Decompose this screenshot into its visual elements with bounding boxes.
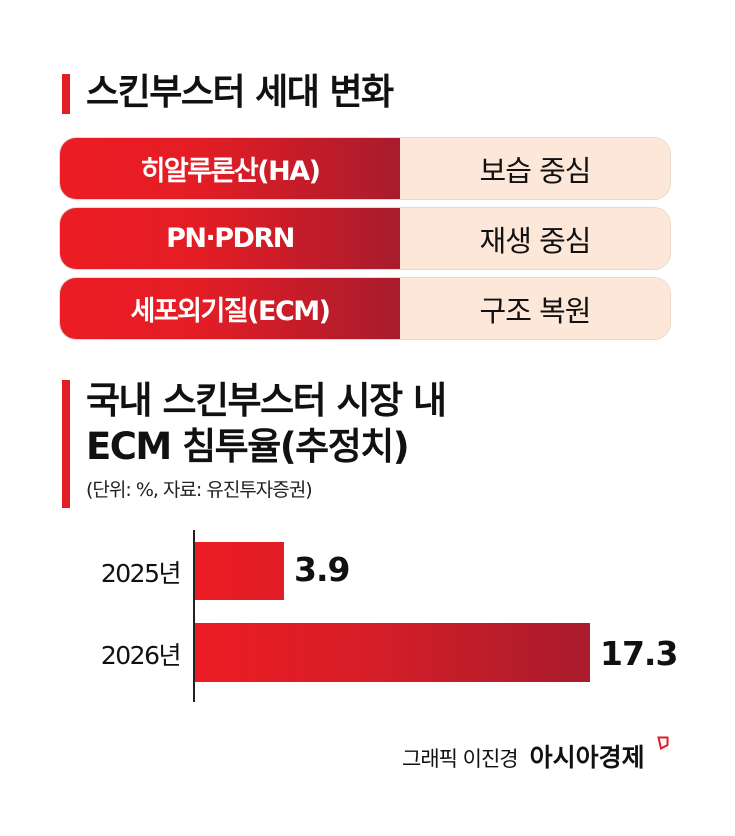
brand-logo-icon	[657, 736, 669, 750]
graphic-credit: 그래픽 이진경	[402, 747, 519, 771]
generation-row-ecm: 세포외기질(ECM) 구조 복원	[60, 278, 670, 339]
focus-label: 재생 중심	[400, 208, 670, 269]
category-label-2025: 2025년	[100, 559, 182, 588]
chart-axis-line	[193, 530, 195, 702]
section2-title-line2: ECM 침투율(추정치)	[86, 425, 410, 468]
ingredient-label: 세포외기질(ECM)	[60, 278, 400, 339]
bar-value-2026: 17.3	[600, 634, 678, 673]
focus-label: 구조 복원	[400, 278, 670, 339]
chart-subtitle: (단위: %, 자료: 유진투자증권)	[86, 479, 313, 501]
bar-2026	[195, 623, 590, 682]
section1-accent-bar	[62, 74, 70, 114]
generation-row-pn-pdrn: PN·PDRN 재생 중심	[60, 208, 670, 269]
category-label-2026: 2026년	[100, 641, 182, 670]
footer-credit: 그래픽 이진경 아시아경제	[402, 738, 645, 774]
section2-accent-bar	[62, 380, 70, 508]
brand-logo-text: 아시아경제	[529, 743, 645, 772]
ingredient-label: PN·PDRN	[60, 208, 400, 269]
focus-label: 보습 중심	[400, 138, 670, 199]
bar-value-2025: 3.9	[294, 550, 350, 589]
section2-title: 국내 스킨부스터 시장 내 ECM 침투율(추정치)	[86, 378, 447, 470]
section2-title-line1: 국내 스킨부스터 시장 내	[86, 379, 447, 422]
bar-2025	[195, 542, 284, 600]
generation-row-ha: 히알루론산(HA) 보습 중심	[60, 138, 670, 199]
ingredient-label: 히알루론산(HA)	[60, 138, 400, 199]
section1-title: 스킨부스터 세대 변화	[86, 72, 394, 113]
